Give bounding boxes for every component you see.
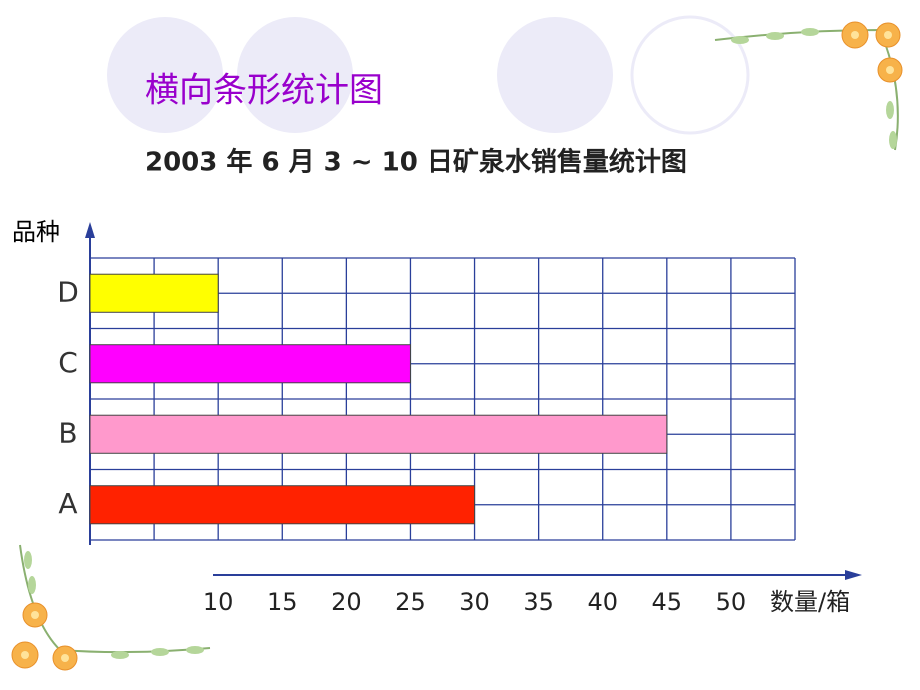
x-tick-label: 45 — [652, 588, 683, 616]
plot: 10 15 20 25 30 35 40 45 50 A B C D — [57, 222, 862, 616]
chart-subtitle: 2003 年 6 月 3 ~ 10 日矿泉水销售量统计图 — [145, 147, 687, 178]
y-tick-label: A — [58, 487, 77, 520]
y-axis-arrow — [85, 222, 95, 238]
bar — [89, 344, 411, 384]
bar — [89, 485, 476, 525]
x-tick-label: 15 — [267, 588, 298, 616]
decoration — [107, 15, 750, 135]
x-tick-label: 50 — [716, 588, 747, 616]
x-tick-label: 25 — [395, 588, 426, 616]
x-tick-label: 10 — [203, 588, 234, 616]
y-tick-label: D — [57, 275, 79, 308]
x-tick-label: 35 — [523, 588, 554, 616]
y-tick-label: C — [58, 346, 78, 379]
x-tick-label: 40 — [587, 588, 618, 616]
y-axis-label: 品种 — [12, 218, 60, 246]
y-tick-label: B — [58, 416, 77, 449]
x-tick-label: 30 — [459, 588, 490, 616]
flower-vine — [11, 21, 903, 671]
bar — [89, 414, 668, 454]
x-axis-arrow — [845, 570, 862, 580]
bar — [89, 273, 219, 313]
chart-title: 横向条形统计图 — [145, 71, 383, 111]
x-axis-label: 数量/箱 — [770, 588, 850, 616]
x-tick-label: 20 — [331, 588, 362, 616]
